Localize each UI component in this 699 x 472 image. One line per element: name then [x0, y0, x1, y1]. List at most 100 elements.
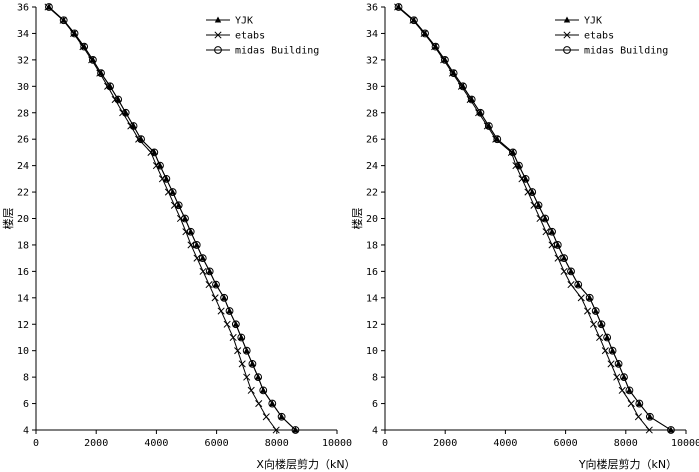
data-point [217, 307, 225, 315]
data-point [493, 135, 502, 144]
data-point [554, 254, 562, 262]
x-axis-title: Y向楼层剪力（kN） [578, 457, 677, 471]
data-point [198, 254, 207, 263]
data-point [212, 280, 220, 289]
y-axis-title: 楼层 [350, 208, 364, 230]
data-point-stroke [262, 413, 270, 421]
data-point [484, 122, 493, 130]
legend-marker [563, 16, 571, 23]
legend-marker [214, 16, 222, 23]
data-point [620, 373, 628, 382]
y-tick-label: 20 [17, 214, 29, 225]
data-point [268, 399, 277, 408]
y-tick-label: 12 [366, 320, 378, 331]
legend: YJK etabs midas Building [206, 16, 319, 57]
data-point-stroke [590, 320, 598, 328]
data-point [121, 108, 130, 117]
data-point [645, 426, 653, 434]
data-point [247, 386, 255, 394]
data-point-stroke [187, 241, 195, 249]
data-point [45, 3, 53, 11]
legend-entry: etabs [584, 31, 614, 42]
x-tick-label: 0 [382, 438, 388, 449]
series-line [397, 6, 650, 431]
data-point [560, 267, 568, 275]
y-tick-label: 6 [23, 399, 29, 410]
series-midas-building [45, 3, 300, 434]
data-point [150, 148, 159, 157]
data-point [59, 16, 68, 25]
data-point-stroke [193, 254, 201, 262]
data-point-stroke [618, 386, 626, 394]
x-tick-label: 0 [33, 438, 39, 449]
y-tick-label: 36 [17, 3, 29, 14]
legend-entry: YJK [235, 16, 253, 27]
data-point [262, 413, 270, 421]
y-tick-label: 20 [366, 214, 378, 225]
y-tick-label: 34 [366, 29, 378, 40]
data-point [205, 281, 213, 289]
data-point-stroke [229, 333, 237, 342]
data-point [243, 373, 251, 381]
data-point [591, 307, 600, 315]
data-point [238, 360, 246, 368]
data-point-stroke [560, 267, 568, 275]
data-point [553, 241, 562, 249]
data-point [574, 280, 583, 289]
data-point [577, 294, 585, 302]
data-point [421, 29, 429, 38]
data-point [181, 214, 189, 223]
data-point-stroke [627, 400, 635, 408]
y-tick-label: 16 [366, 267, 378, 278]
data-point-stroke [548, 241, 556, 249]
data-point-stroke [217, 307, 225, 315]
data-point [255, 400, 263, 408]
y-tick-label: 26 [17, 135, 29, 146]
data-point [231, 320, 240, 329]
data-point [272, 426, 280, 434]
data-point [625, 386, 634, 395]
y-tick-label: 36 [366, 3, 378, 14]
series-line [47, 6, 277, 431]
data-point [80, 42, 89, 51]
legend-marker [563, 46, 571, 54]
data-point [70, 29, 79, 38]
y-tick-label: 14 [17, 293, 29, 304]
x-tick-label: 6000 [205, 438, 229, 449]
y-tick-label: 12 [17, 320, 29, 331]
y-tick-label: 8 [372, 373, 378, 384]
data-point-stroke [607, 360, 615, 368]
data-point [187, 241, 195, 249]
data-point [220, 293, 229, 302]
data-point [449, 69, 458, 77]
data-point-stroke [596, 333, 604, 342]
y-tick-label: 28 [366, 108, 378, 119]
series-line [48, 6, 296, 431]
data-point-stroke [554, 254, 562, 262]
data-point [186, 227, 195, 236]
data-point-stroke [584, 307, 592, 315]
y-tick-label: 18 [366, 240, 378, 251]
data-point-stroke [223, 320, 231, 328]
legend: YJK etabs midas Building [555, 16, 668, 57]
data-point [223, 320, 231, 328]
legend-marker [563, 31, 571, 39]
data-point-stroke [645, 426, 653, 434]
x-tick-label: 4000 [144, 438, 168, 449]
y-tick-label: 16 [17, 267, 29, 278]
data-point [137, 135, 145, 144]
data-point [97, 69, 105, 77]
y-tick-label: 24 [17, 161, 29, 172]
data-point [277, 412, 286, 421]
data-point [106, 82, 114, 91]
data-point [409, 16, 418, 25]
data-point [162, 174, 171, 183]
data-point [614, 360, 623, 368]
y-tick-label: 34 [17, 29, 29, 40]
data-point [129, 122, 138, 130]
y-tick-label: 6 [372, 399, 378, 410]
data-point [88, 55, 97, 64]
data-point [567, 267, 575, 276]
x-tick-label: 2000 [433, 438, 457, 449]
